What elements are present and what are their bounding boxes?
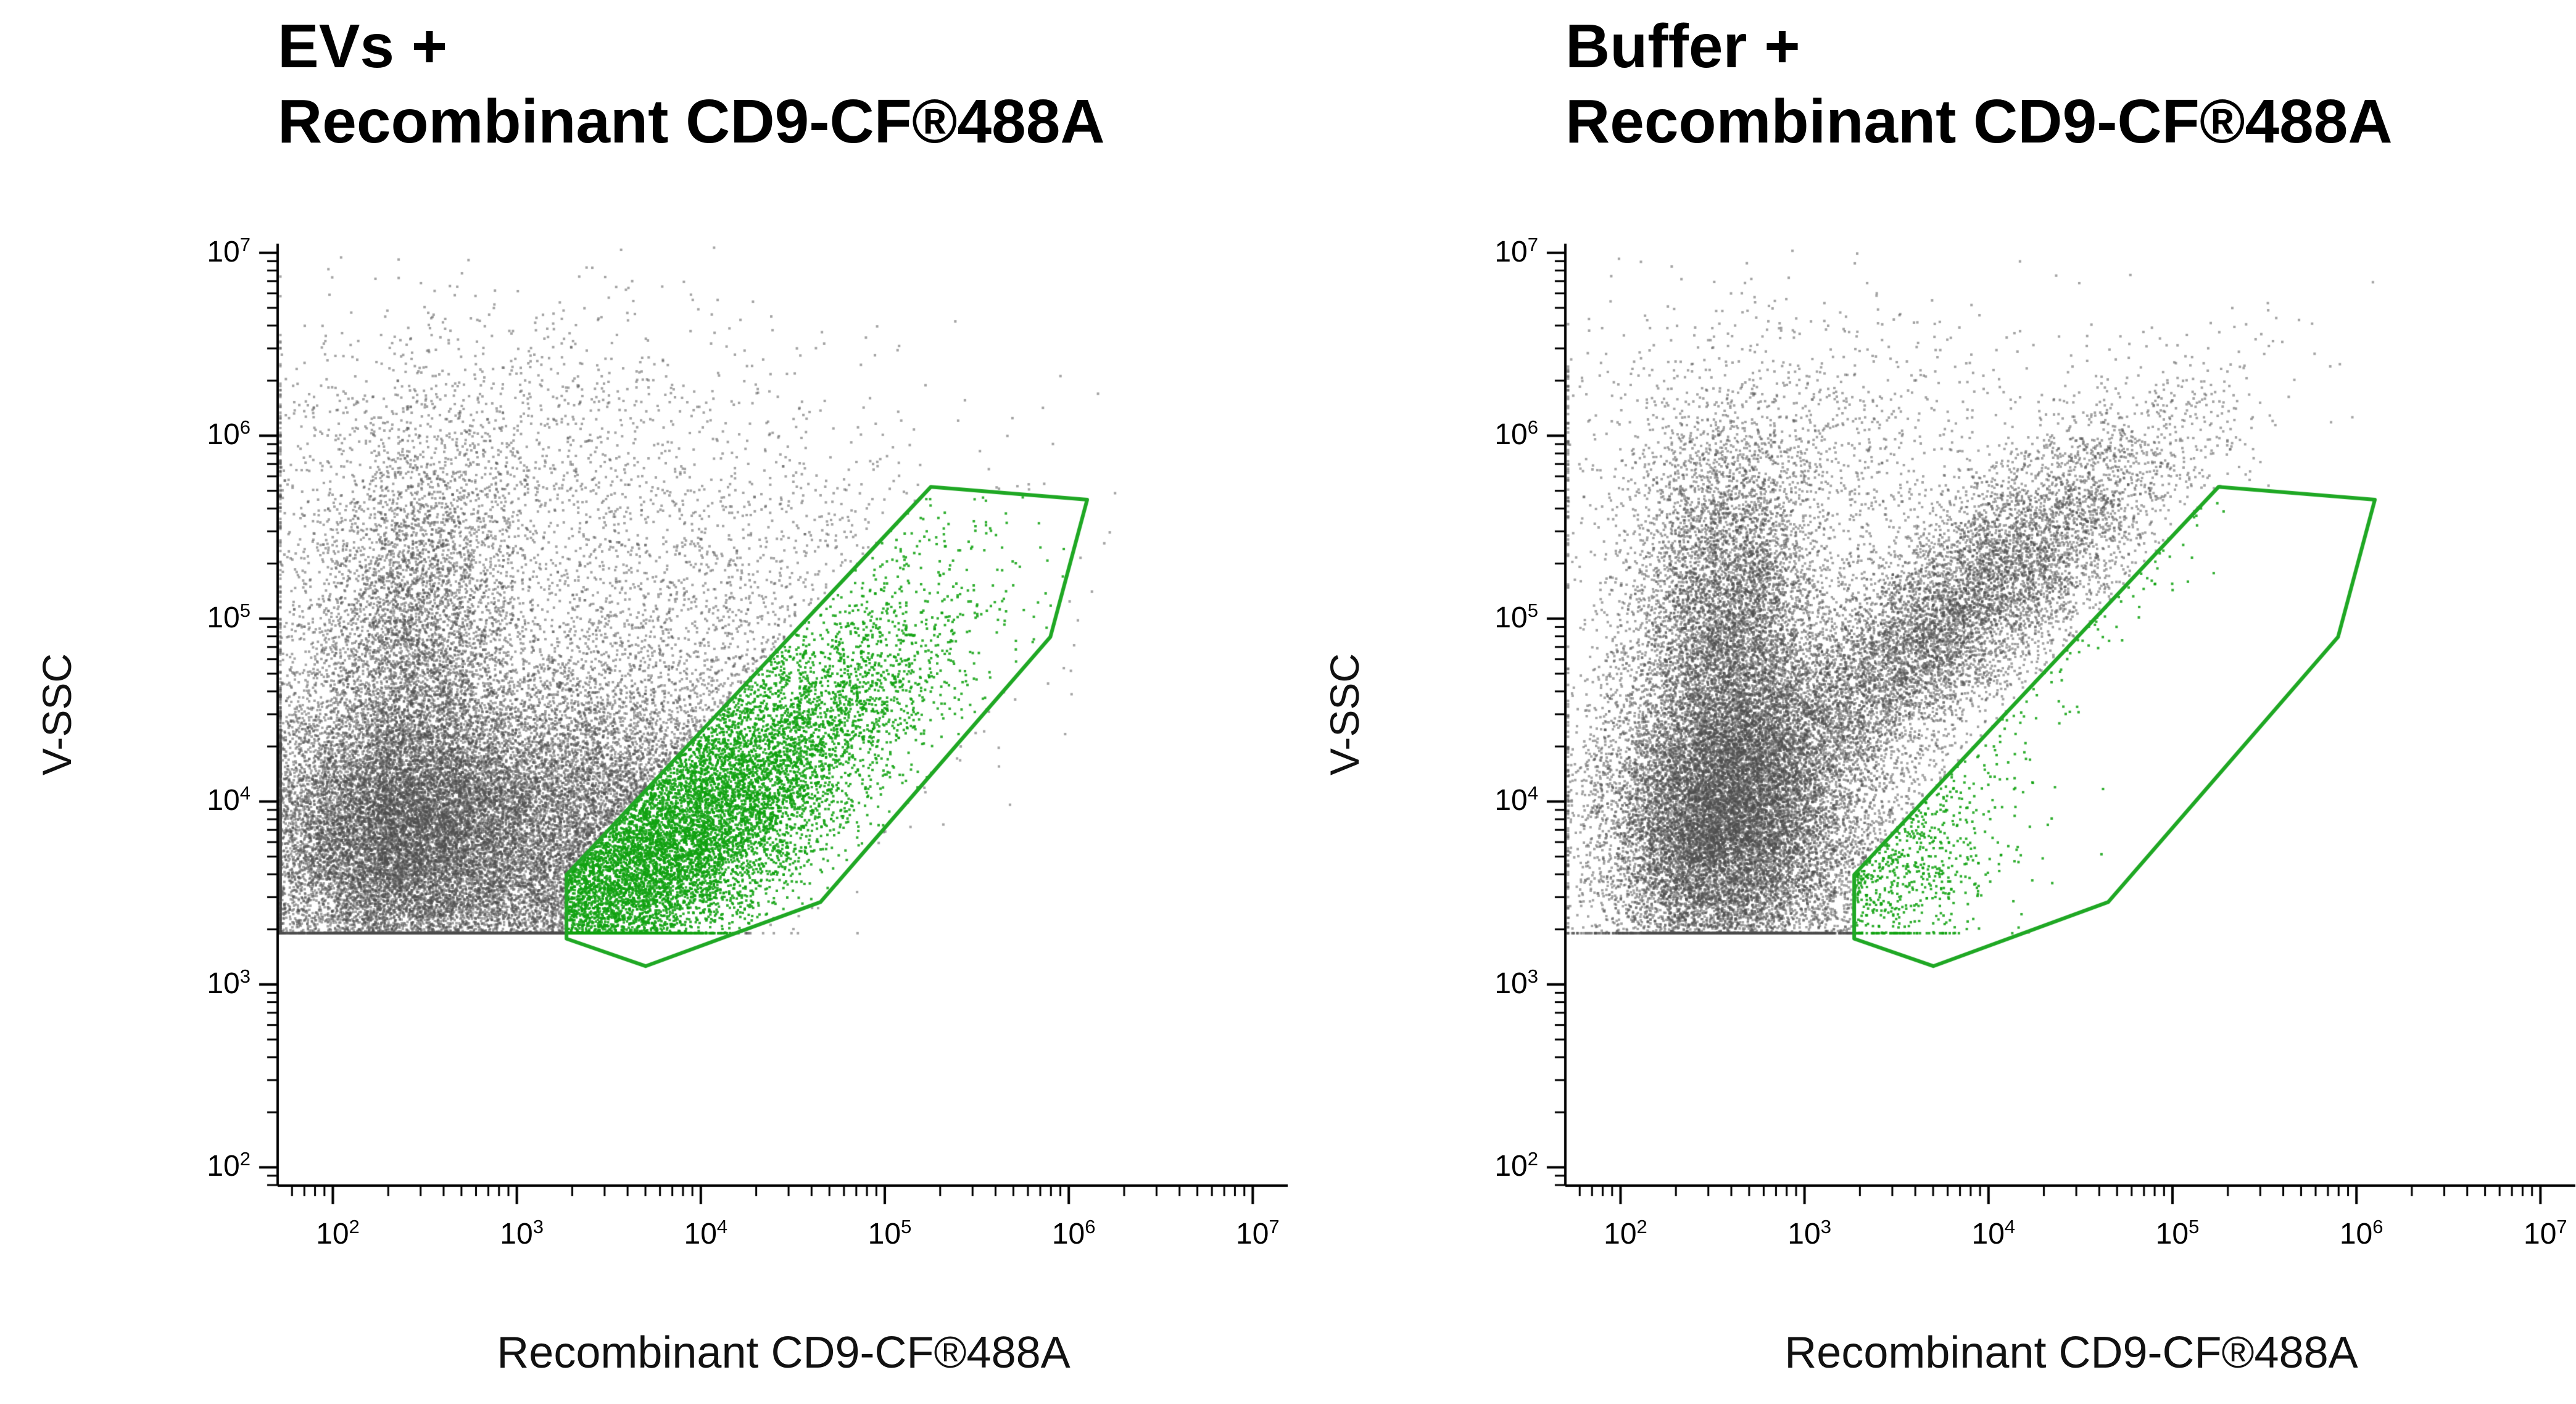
panel-title-line1: Buffer + — [1565, 12, 1800, 81]
panel-title-buffer: Buffer + Recombinant CD9-CF®488A — [1565, 9, 2393, 159]
x-tick-label: 106 — [1051, 1216, 1096, 1250]
panel-title-line2: Recombinant CD9-CF®488A — [1565, 87, 2393, 156]
y-tick-label: 103 — [1494, 965, 1538, 1000]
panel-title-line2: Recombinant CD9-CF®488A — [278, 87, 1105, 156]
panel-title-evs: EVs + Recombinant CD9-CF®488A — [278, 9, 1105, 159]
y-tick-label: 104 — [207, 782, 251, 817]
y-tick-label: 105 — [1494, 599, 1538, 634]
x-axis-label: Recombinant CD9-CF®488A — [1784, 1328, 2358, 1377]
x-tick-label: 102 — [1604, 1216, 1647, 1250]
x-tick-label: 107 — [1236, 1216, 1280, 1250]
y-tick-label: 102 — [207, 1148, 251, 1183]
x-tick-label: 104 — [1971, 1216, 2016, 1250]
y-tick-label: 107 — [1494, 233, 1538, 268]
x-tick-label: 106 — [2339, 1216, 2383, 1250]
x-tick-label: 103 — [1787, 1216, 1831, 1250]
y-tick-label: 106 — [207, 416, 251, 452]
x-tick-label: 104 — [684, 1216, 728, 1250]
panel-evs: EVs + Recombinant CD9-CF®488A V-SSC Reco… — [0, 0, 1288, 1404]
y-tick-label: 107 — [207, 233, 251, 268]
x-tick-label: 102 — [316, 1216, 360, 1250]
y-tick-label: 104 — [1494, 782, 1538, 817]
x-tick-label: 107 — [2524, 1216, 2567, 1250]
scatter-plot-canvas-buffer — [1288, 0, 2575, 1404]
x-tick-label: 103 — [500, 1216, 544, 1250]
x-tick-label: 105 — [2155, 1216, 2200, 1250]
panel-title-line1: EVs + — [278, 12, 448, 81]
x-tick-label: 105 — [868, 1216, 912, 1250]
y-axis-label: V-SSC — [1322, 653, 1367, 776]
y-axis-label: V-SSC — [34, 653, 80, 776]
y-tick-label: 102 — [1494, 1148, 1538, 1183]
y-tick-label: 103 — [207, 965, 251, 1000]
x-axis-label: Recombinant CD9-CF®488A — [497, 1328, 1071, 1377]
y-tick-label: 105 — [207, 599, 251, 634]
y-tick-label: 106 — [1494, 416, 1538, 452]
scatter-plot-canvas-evs — [0, 0, 1288, 1404]
panel-buffer: Buffer + Recombinant CD9-CF®488A V-SSC R… — [1288, 0, 2575, 1404]
